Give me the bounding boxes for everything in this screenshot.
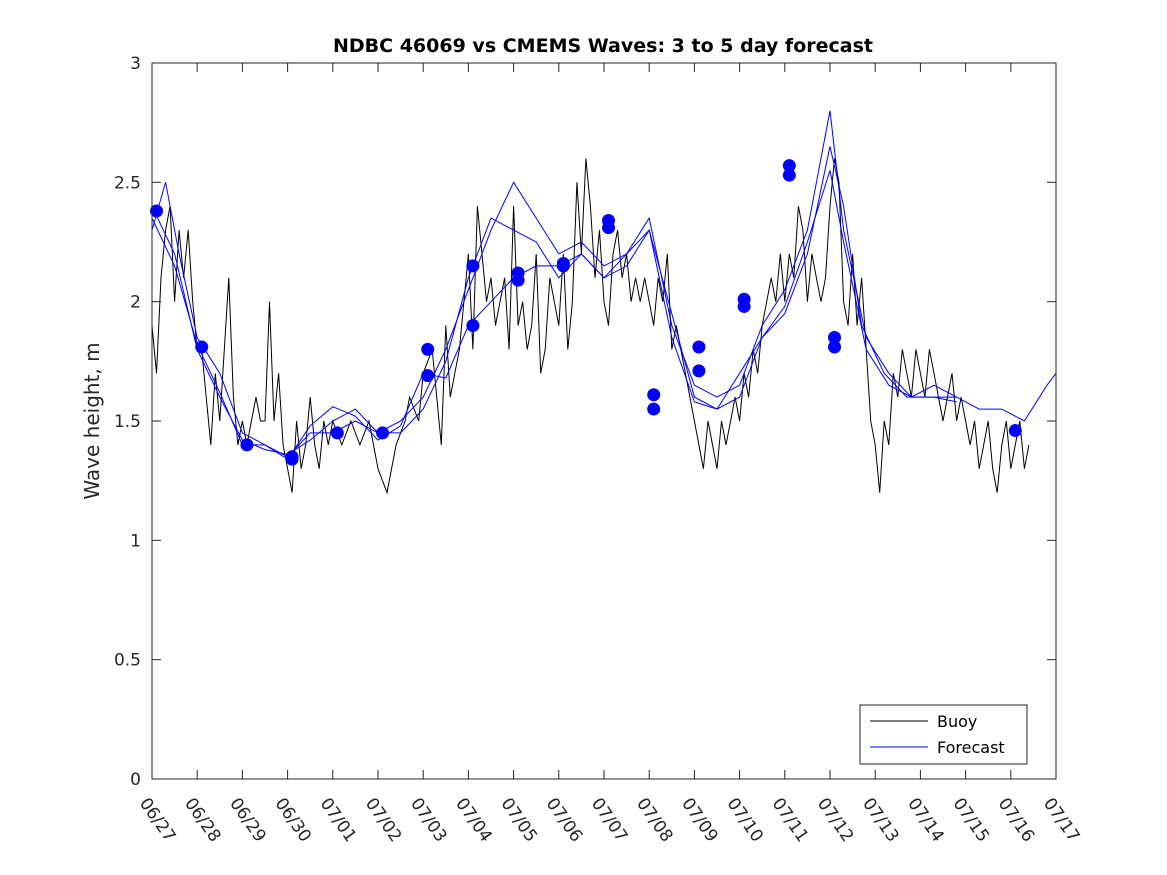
forecast-marker-0 [150,204,164,218]
legend-buoy-label: Buoy [937,712,977,731]
forecast-marker-24 [782,168,796,182]
x-tick-label: 07/14 [903,794,947,846]
x-tick-label: 07/09 [677,794,721,846]
forecast-marker-25 [828,330,842,344]
forecast-marker-6 [376,426,390,440]
y-tick-label: 2.5 [114,173,141,193]
y-tick-label: 0.5 [114,651,141,671]
x-tick-label: 07/06 [542,794,586,846]
x-tick-label: 07/03 [406,794,450,846]
forecast-marker-1 [195,340,209,354]
plot-area [150,62,1057,780]
y-tick-label: 0 [130,770,141,790]
legend-forecast-label: Forecast [937,738,1005,757]
x-tick-label: 07/17 [1039,794,1083,846]
x-tick-label: 07/05 [497,794,541,846]
forecast-marker-14 [556,259,570,273]
x-tick-label: 07/16 [994,794,1038,846]
x-tick-label: 07/12 [813,794,857,846]
forecast-marker-27 [1008,424,1022,438]
x-tick-label: 07/10 [723,794,767,846]
x-tick-label: 06/28 [180,794,224,846]
x-tick-label: 07/08 [632,794,676,846]
forecast-marker-10 [466,319,480,333]
x-tick-label: 06/29 [225,794,269,846]
forecast-marker-12 [511,273,525,287]
forecast-marker-8 [421,369,435,383]
x-tick-label: 07/04 [451,794,495,846]
forecast-marker-23 [782,159,796,173]
forecast-marker-5 [330,426,344,440]
series-line-0 [151,158,1030,495]
legend-box [859,704,1028,765]
forecast-marker-4 [285,452,299,466]
y-tick-label: 2 [130,293,141,313]
forecast-marker-7 [421,342,435,356]
x-tick-label: 07/07 [587,794,631,846]
x-tick-label: 06/27 [135,794,179,846]
chart-title: NDBC 46069 vs CMEMS Waves: 3 to 5 day fo… [333,35,873,57]
x-tick-label: 06/30 [271,794,315,846]
forecast-marker-19 [692,340,706,354]
y-tick-label: 1.5 [114,412,141,432]
x-tick-label: 07/13 [858,794,902,846]
x-tick-label: 07/15 [949,794,993,846]
forecast-marker-2 [240,438,254,452]
forecast-marker-18 [647,402,661,416]
forecast-marker-22 [737,299,751,313]
y-tick-label: 3 [130,54,141,74]
y-tick-label: 1 [130,531,141,551]
x-tick-label: 07/02 [361,794,405,846]
y-axis: 0 0.5 1 1.5 2 2.5 3 [114,54,1056,790]
x-tick-label: 07/01 [316,794,360,846]
forecast-marker-20 [692,364,706,378]
x-tick-label: 07/11 [768,794,812,846]
plot-background [152,63,1056,779]
forecast-marker-16 [602,221,616,235]
y-axis-label: Wave height, m [80,342,104,499]
legend: Buoy Forecast [859,704,1028,765]
forecast-marker-26 [828,340,842,354]
forecast-marker-17 [647,388,661,402]
forecast-marker-9 [466,259,480,273]
